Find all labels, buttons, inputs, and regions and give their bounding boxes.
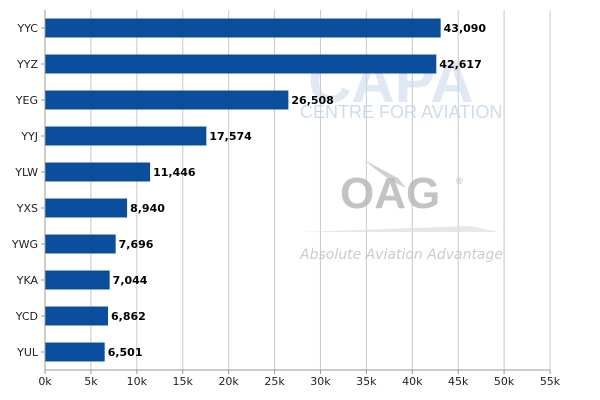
y-category-label: YWG (11, 238, 38, 251)
bars (45, 18, 441, 362)
y-category-label: YYJ (20, 130, 38, 143)
y-category-label: YCD (15, 310, 38, 323)
bar (45, 18, 441, 38)
x-tick-label: 15k (173, 375, 194, 388)
data-label: 42,617 (439, 58, 481, 71)
data-label: 6,501 (108, 346, 143, 359)
bar (45, 126, 207, 146)
x-tick-label: 50k (494, 375, 515, 388)
x-tick-label: 35k (356, 375, 377, 388)
bar (45, 234, 116, 254)
x-tick-label: 25k (264, 375, 285, 388)
oag-swoosh-icon (364, 160, 406, 188)
oag-tagline-watermark: Absolute Aviation Advantage (299, 247, 503, 263)
x-tick-label: 40k (402, 375, 423, 388)
x-tick-label: 5k (84, 375, 98, 388)
bar (45, 270, 110, 290)
bar (45, 162, 151, 182)
bar (45, 342, 105, 362)
y-axis: YYC YYZ YEG YYJ YLW YXS YWG YKA YCD YUL (11, 10, 46, 370)
y-category-label: YYZ (16, 58, 38, 71)
y-category-label: YEG (15, 94, 38, 107)
y-category-label: YYC (16, 22, 38, 35)
bar (45, 306, 109, 326)
data-label: 8,940 (130, 202, 165, 215)
capa-subtitle-watermark: CENTRE FOR AVIATION (300, 102, 502, 122)
data-labels: 43,090 42,617 26,508 17,574 11,446 8,940 7,696… (108, 22, 487, 359)
x-tick-label: 55k (540, 375, 561, 388)
watermark-group: CAPA CENTRE FOR AVIATION OAG ® Absolute … (299, 48, 503, 263)
data-label: 7,044 (113, 274, 148, 287)
x-tick-label: 45k (448, 375, 469, 388)
bar (45, 90, 289, 110)
x-tick-label: 0k (38, 375, 52, 388)
y-category-label: YLW (14, 166, 38, 179)
bar (45, 198, 128, 218)
data-label: 26,508 (291, 94, 333, 107)
data-label: 17,574 (209, 130, 252, 143)
data-label: 7,696 (119, 238, 154, 251)
y-category-label: YUL (16, 346, 39, 359)
x-tick-label: 20k (218, 375, 239, 388)
y-category-label: YXS (16, 202, 38, 215)
bar (45, 54, 437, 74)
oag-registered-mark: ® (456, 176, 463, 186)
data-label: 43,090 (444, 22, 487, 35)
data-label: 11,446 (153, 166, 196, 179)
oag-watermark: OAG (340, 169, 440, 218)
x-tick-label: 10k (127, 375, 148, 388)
data-label: 6,862 (111, 310, 146, 323)
y-category-label: YKA (16, 274, 39, 287)
x-tick-label: 30k (310, 375, 331, 388)
oag-underline-icon (300, 226, 498, 232)
x-axis: 0k 5k 10k 15k 20k 25k 30k 35k 40k 45k 50k 55k (38, 369, 561, 388)
